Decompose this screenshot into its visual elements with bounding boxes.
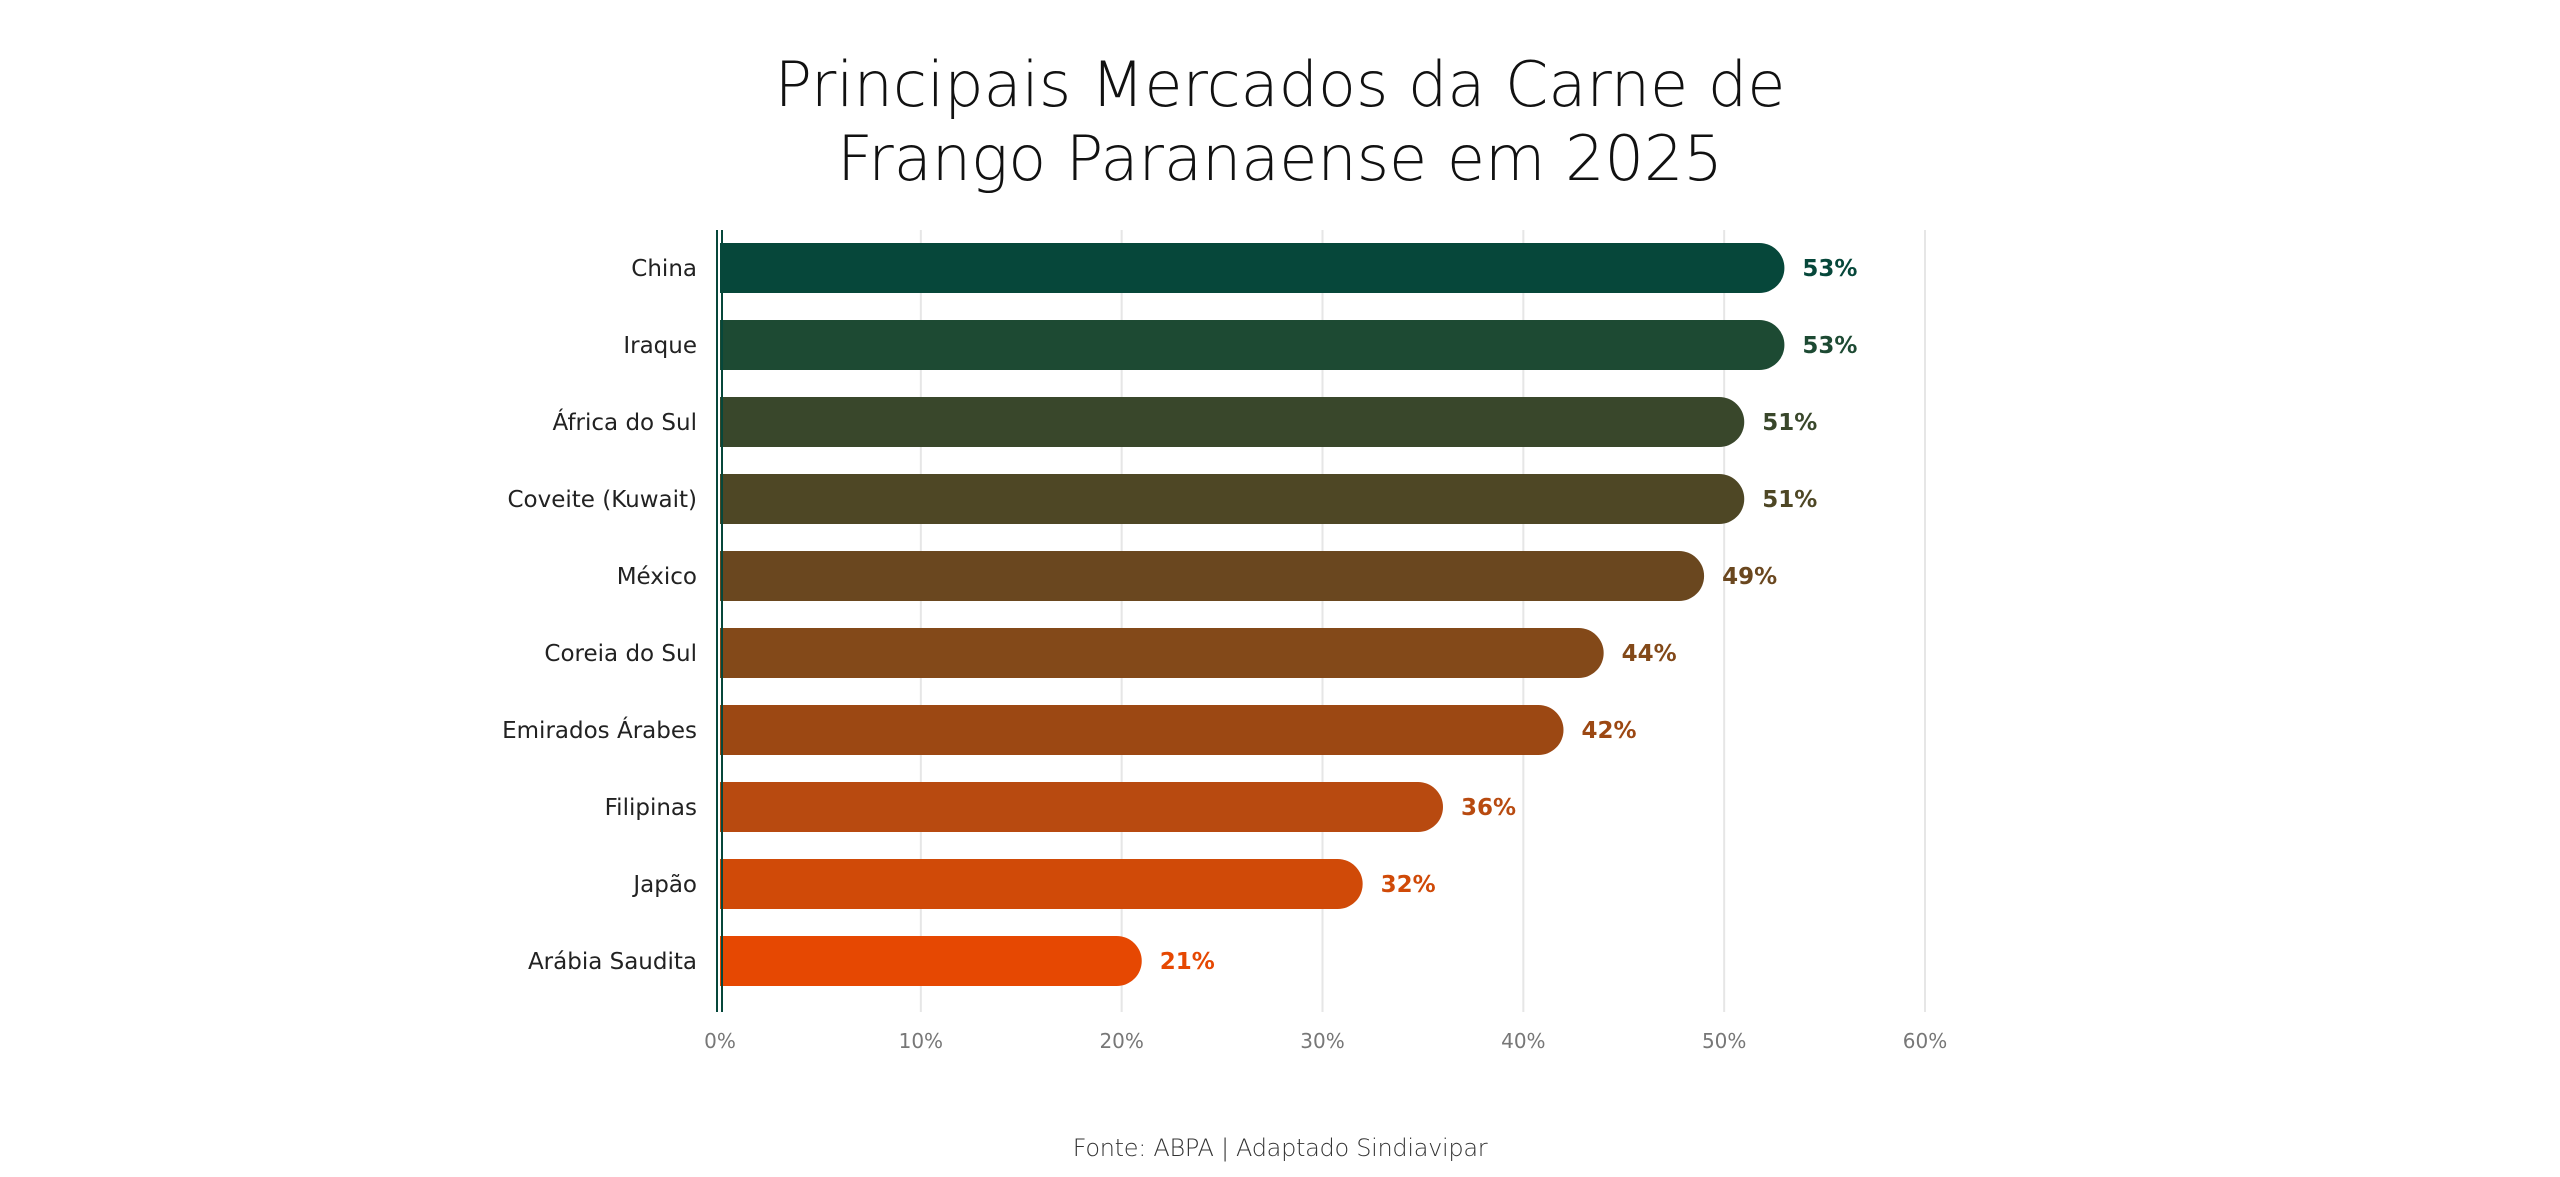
category-label: Filipinas [605,795,697,821]
value-label: 51% [1762,487,1817,513]
category-label: Iraque [623,333,697,359]
value-label: 49% [1722,564,1777,590]
bar [720,782,1443,832]
bars [720,243,1785,986]
bar-base [720,243,745,293]
bar [720,397,1745,447]
x-tick-label: 40% [1501,1029,1545,1053]
category-label: África do Sul [553,408,697,436]
bar [720,936,1142,986]
x-tick-label: 60% [1903,1029,1947,1053]
bar [720,320,1785,370]
bar [720,474,1745,524]
x-tick-label: 30% [1300,1029,1344,1053]
category-labels: China Iraque África do Sul Coveite (Kuwait)… [502,256,697,975]
x-tick-label: 50% [1702,1029,1746,1053]
category-label: Japão [631,872,697,898]
bar-base [720,936,745,986]
value-label: 42% [1582,718,1637,744]
category-label: México [617,564,697,590]
chart-title-line-1: Principais Mercados da Carne de [774,48,1786,121]
source-note: Fonte: ABPA | Adaptado Sindiavipar [1072,1134,1488,1162]
category-label: Coreia do Sul [544,641,697,667]
bar-base [720,474,745,524]
bar [720,243,1785,293]
bar-base [720,628,745,678]
value-label: 44% [1622,641,1677,667]
value-label: 36% [1461,795,1516,821]
bar [720,705,1564,755]
bar [720,859,1363,909]
value-label: 21% [1160,949,1215,975]
value-label: 51% [1762,410,1817,436]
x-tick-label: 10% [899,1029,943,1053]
x-axis-ticks: 0% 10% 20% 30% 40% 50% 60% [704,1029,1947,1053]
bar-base [720,705,745,755]
value-label: 32% [1381,872,1436,898]
bar-base [720,551,745,601]
bar-base [720,397,745,447]
y-axis-line [716,230,723,1012]
x-tick-label: 20% [1099,1029,1143,1053]
category-label: Arábia Saudita [528,949,697,975]
chart-title: Principais Mercados da Carne de Frango P… [0,48,2560,196]
bar-base [720,859,745,909]
bar [720,551,1705,601]
bar [720,628,1604,678]
category-label: Coveite (Kuwait) [507,487,697,513]
category-label: Emirados Árabes [502,716,697,744]
chart-title-line-2: Frango Paranaense em 2025 [837,122,1723,195]
bar-base [720,782,745,832]
bar-base [720,320,745,370]
value-label: 53% [1802,256,1857,282]
value-label: 53% [1802,333,1857,359]
value-labels: 53% 53% 51% 51% 49% 44% 42% 36% 32% 21% [1160,256,1858,975]
category-label: China [631,256,697,282]
x-tick-label: 0% [704,1029,736,1053]
